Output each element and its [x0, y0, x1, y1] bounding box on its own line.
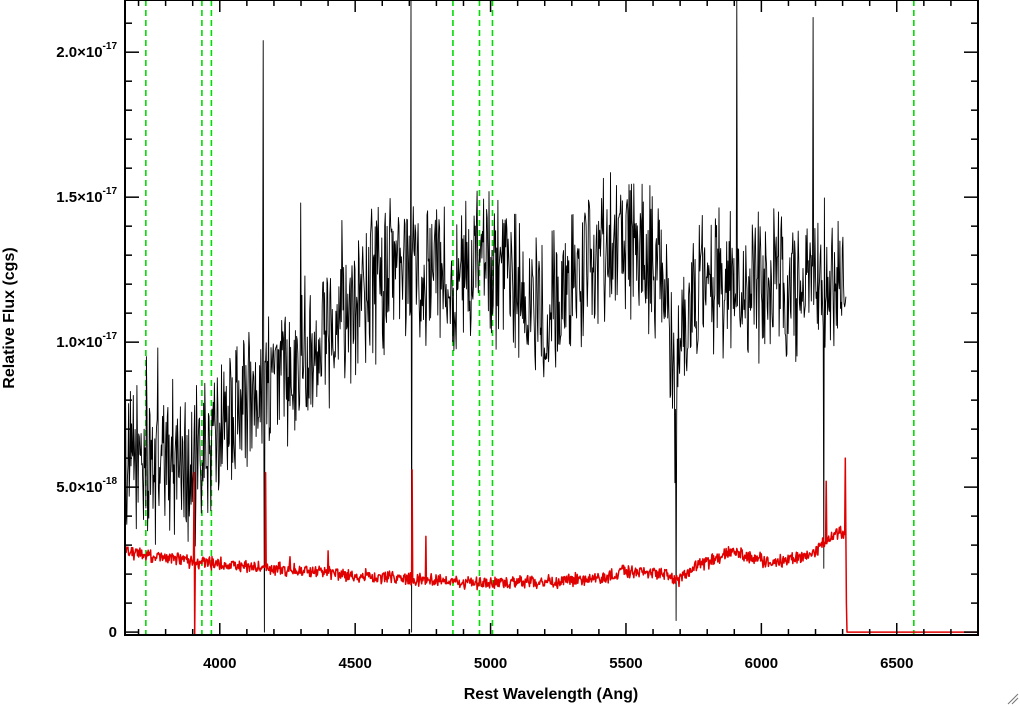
y-tick-label-3: 1.5×10-17 — [56, 186, 117, 206]
x-tick-label-4500: 4500 — [338, 655, 371, 672]
x-tick-label-6000: 6000 — [745, 655, 778, 672]
x-axis-title: Rest Wavelength (Ang) — [464, 686, 639, 703]
plot-frame — [124, 0, 979, 636]
y-tick-label-2: 1.0×10-17 — [56, 331, 117, 351]
spectrum-error-line — [124, 457, 978, 635]
y-tick-label-1: 5.0×10-18 — [56, 476, 117, 496]
x-tick-label-5500: 5500 — [609, 655, 642, 672]
x-tick-label-4000: 4000 — [203, 655, 236, 672]
x-tick-label-5000: 5000 — [474, 655, 507, 672]
resize-grip-icon[interactable] — [1007, 693, 1019, 705]
y-axis: 0 5.0×10-18 1.0×10-17 1.5×10-17 2.0×10-17 — [56, 22, 978, 641]
y-axis-title: Relative Flux (cgs) — [1, 247, 18, 388]
y-tick-label-4: 2.0×10-17 — [56, 41, 117, 61]
spectrum-flux-line — [124, 0, 847, 633]
y-tick-label-0: 0 — [109, 624, 117, 641]
reference-lines — [145, 0, 915, 635]
series-layer — [124, 0, 978, 635]
x-tick-label-6500: 6500 — [880, 655, 913, 672]
x-axis: 4000 4500 5000 5500 6000 6500 — [137, 0, 979, 672]
